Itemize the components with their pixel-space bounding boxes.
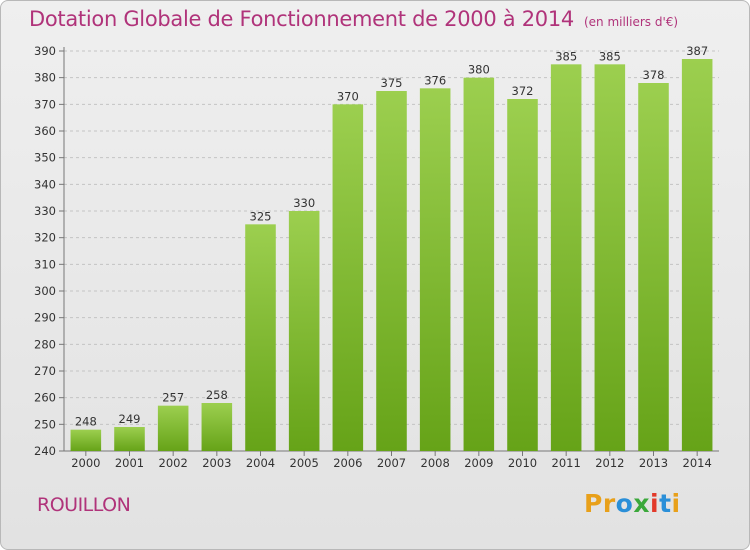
axes: 240 250 260 270 280 290 300 310 320 330 340 350 360 3… (34, 44, 719, 470)
x-tick-label-2014: 2014 (683, 456, 712, 470)
bar-2004 (245, 224, 276, 451)
bar-2010 (507, 99, 538, 451)
value-label-2007: 375 (381, 76, 403, 90)
x-tick-label-2003: 2003 (202, 456, 231, 470)
y-tick-label: 320 (34, 231, 56, 245)
bar-2009 (463, 77, 495, 452)
y-tick-label: 240 (34, 444, 56, 458)
x-tick-label-2001: 2001 (115, 456, 144, 470)
title-main: Dotation Globale de Fonctionnement de 20… (29, 7, 574, 31)
bar-2003 (201, 403, 233, 451)
bar-2002 (157, 405, 189, 451)
logo-letter: x (633, 489, 650, 518)
commune-name: ROUILLON (37, 494, 131, 516)
bars (70, 59, 713, 452)
value-label-2000: 248 (75, 415, 97, 429)
y-tick-label: 250 (34, 417, 56, 431)
x-tick-label-2009: 2009 (464, 456, 493, 470)
logo-letter: i (671, 489, 681, 518)
x-tick-label-2008: 2008 (421, 456, 450, 470)
y-tick-label: 390 (34, 44, 56, 58)
logo-letter: o (615, 489, 634, 518)
x-tick-label-2010: 2010 (508, 456, 537, 470)
x-tick-label-2012: 2012 (595, 456, 624, 470)
x-tick-label-2000: 2000 (71, 456, 100, 470)
value-label-2009: 380 (468, 63, 490, 77)
y-tick-label: 380 (34, 71, 56, 85)
x-tick-label-2011: 2011 (552, 456, 581, 470)
y-tick-label: 270 (34, 364, 56, 378)
bar-2012 (594, 64, 626, 452)
y-tick-label: 370 (34, 97, 56, 111)
bar-2008 (419, 88, 451, 451)
y-tick-label: 360 (34, 124, 56, 138)
proxiti-logo: Proxiti (584, 489, 681, 518)
value-label-2002: 257 (162, 391, 184, 405)
value-label-2003: 258 (206, 388, 228, 402)
x-tick-label-2006: 2006 (333, 456, 362, 470)
bar-2007 (376, 91, 407, 451)
x-tick-label-2002: 2002 (159, 456, 188, 470)
value-label-2008: 376 (424, 73, 446, 87)
y-tick-label: 330 (34, 204, 56, 218)
bar-2006 (332, 104, 364, 451)
value-label-2014: 387 (686, 44, 708, 58)
value-label-2006: 370 (337, 89, 359, 103)
x-tick-label-2007: 2007 (377, 456, 406, 470)
logo-letter: t (659, 489, 672, 518)
logo-letter: r (602, 489, 616, 518)
bar-2005 (288, 211, 320, 451)
value-label-2013: 378 (643, 68, 665, 82)
title-unit: (en milliers d'€) (583, 15, 679, 29)
y-tick-label: 260 (34, 391, 56, 405)
y-tick-label: 340 (34, 177, 56, 191)
bar-2014 (681, 59, 713, 451)
logo-letter: P (584, 489, 603, 518)
y-tick-label: 310 (34, 257, 56, 271)
value-label-2011: 385 (555, 49, 577, 63)
value-label-2004: 325 (250, 209, 272, 223)
value-label-2010: 372 (512, 84, 534, 98)
bar-2013 (638, 83, 669, 451)
logo-letter: i (650, 489, 660, 518)
y-tick-label: 290 (34, 311, 56, 325)
value-label-2012: 385 (599, 49, 621, 63)
y-tick-label: 350 (34, 151, 56, 165)
value-label-2001: 249 (119, 412, 141, 426)
x-tick-label-2013: 2013 (639, 456, 668, 470)
bar-2000 (70, 429, 102, 451)
x-tick-label-2005: 2005 (290, 456, 319, 470)
value-label-2005: 330 (293, 196, 315, 210)
bar-2011 (550, 64, 582, 452)
y-tick-label: 300 (34, 284, 56, 298)
y-tick-label: 280 (34, 337, 56, 351)
data-labels: 248 249 257 258 325 330 370 375 376 380 372 385 385 3… (75, 44, 708, 429)
x-tick-label-2004: 2004 (246, 456, 275, 470)
chart-title: Dotation Globale de Fonctionnement de 20… (29, 7, 678, 31)
bar-2001 (114, 427, 145, 451)
